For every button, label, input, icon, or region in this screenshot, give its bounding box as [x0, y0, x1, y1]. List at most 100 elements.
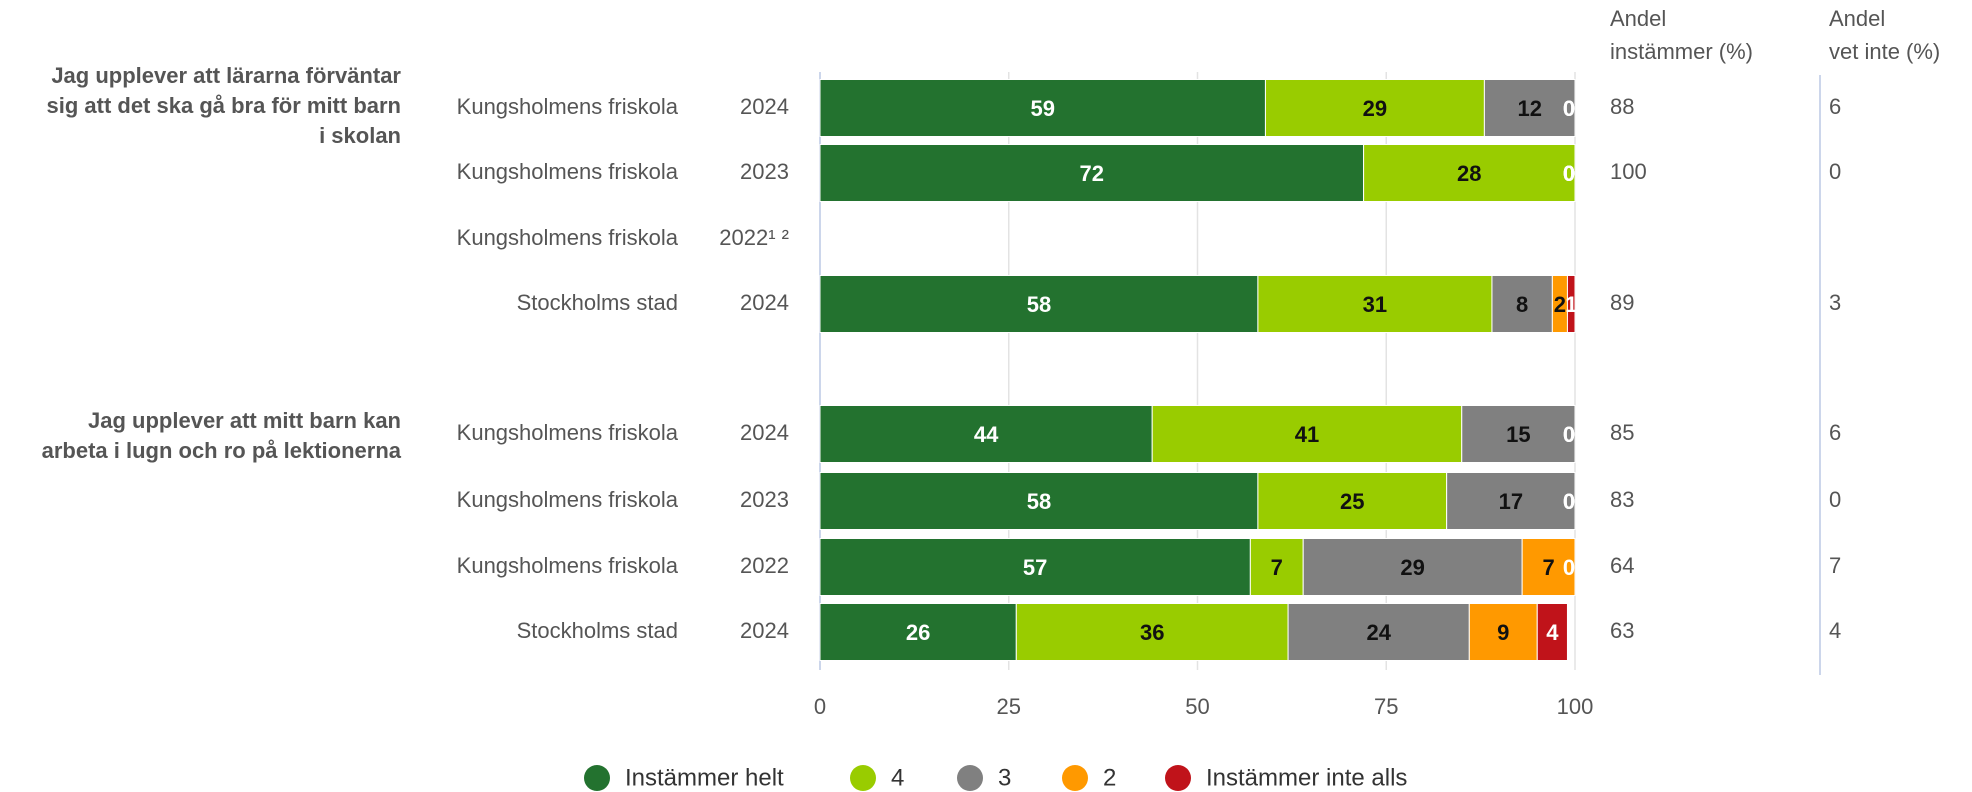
- bar-segment: [1536, 603, 1568, 661]
- legend-label: Instämmer helt: [625, 764, 784, 791]
- bar-segment: [1302, 538, 1523, 596]
- year-label: 2022: [740, 553, 789, 578]
- category-label: Stockholms stad: [517, 290, 678, 315]
- column-value: 100: [1610, 159, 1647, 184]
- bar-segment: [1363, 144, 1576, 202]
- value-label: 58: [1027, 292, 1051, 317]
- value-label: 15: [1506, 422, 1530, 447]
- bar-segment: [1257, 275, 1493, 333]
- legend-marker: [957, 765, 983, 791]
- column-value: 6: [1829, 420, 1841, 445]
- value-label: 2: [1554, 292, 1566, 317]
- column-value: 0: [1829, 487, 1841, 512]
- bar-segment: [1249, 538, 1304, 596]
- value-label: 0: [1563, 422, 1575, 447]
- bar-segment: [819, 538, 1251, 596]
- value-label: 0: [1563, 96, 1575, 121]
- legend-marker: [584, 765, 610, 791]
- value-label: 41: [1295, 422, 1319, 447]
- year-label: 2023: [740, 159, 789, 184]
- category-label: Stockholms stad: [517, 618, 678, 643]
- legend-marker: [1165, 765, 1191, 791]
- bar-segment: [819, 405, 1153, 463]
- value-label: 28: [1457, 161, 1481, 186]
- value-label: 17: [1499, 489, 1523, 514]
- column-value: 89: [1610, 290, 1634, 315]
- x-tick-label: 75: [1374, 694, 1398, 719]
- value-label: 25: [1340, 489, 1364, 514]
- column-header: Andel: [1610, 6, 1666, 31]
- year-label: 2024: [740, 290, 789, 315]
- value-label: 0: [1563, 161, 1575, 186]
- year-label: 2022¹ ²: [719, 225, 789, 250]
- value-label: 29: [1400, 555, 1424, 580]
- legend-label: Instämmer inte alls: [1206, 764, 1407, 791]
- value-label: 1: [1565, 292, 1577, 317]
- bar-segment: [1521, 538, 1576, 596]
- year-label: 2023: [740, 487, 789, 512]
- year-label: 2024: [740, 420, 789, 445]
- question-label: Jag upplever att lärarna förväntar: [51, 63, 401, 88]
- value-label: 29: [1363, 96, 1387, 121]
- x-tick-label: 0: [814, 694, 826, 719]
- value-label: 72: [1080, 161, 1104, 186]
- bar-segment: [819, 603, 1017, 661]
- bar-segment: [1446, 472, 1576, 530]
- value-label: 7: [1542, 555, 1554, 580]
- question-label: i skolan: [319, 123, 401, 148]
- legend-label: 3: [998, 764, 1011, 791]
- value-label: 0: [1563, 489, 1575, 514]
- bar-segment: [819, 79, 1266, 137]
- column-header: vet inte (%): [1829, 39, 1940, 64]
- category-label: Kungsholmens friskola: [457, 159, 679, 184]
- value-label: 7: [1271, 555, 1283, 580]
- value-label: 31: [1363, 292, 1387, 317]
- column-value: 6: [1829, 94, 1841, 119]
- column-header: Andel: [1829, 6, 1885, 31]
- bar-segment: [819, 275, 1259, 333]
- column-value: 3: [1829, 290, 1841, 315]
- question-label: Jag upplever att mitt barn kan: [88, 408, 401, 433]
- bar-segment: [1468, 603, 1538, 661]
- bar-segment: [1287, 603, 1470, 661]
- value-label: 0: [1563, 161, 1575, 186]
- value-label: 0: [1563, 489, 1575, 514]
- value-label: 44: [974, 422, 999, 447]
- column-value: 83: [1610, 487, 1634, 512]
- column-value: 4: [1829, 618, 1841, 643]
- column-value: 85: [1610, 420, 1634, 445]
- column-header: instämmer (%): [1610, 39, 1753, 64]
- value-label: 24: [1366, 620, 1391, 645]
- value-label: 4: [1546, 620, 1559, 645]
- category-label: Kungsholmens friskola: [457, 94, 679, 119]
- bar-segment: [1566, 275, 1576, 333]
- x-tick-label: 100: [1557, 694, 1594, 719]
- value-label: 0: [1563, 96, 1575, 121]
- bar-segment: [1015, 603, 1289, 661]
- value-label: 0: [1563, 422, 1575, 447]
- column-value: 0: [1829, 159, 1841, 184]
- value-label: 57: [1023, 555, 1047, 580]
- bar-segment: [1483, 79, 1576, 137]
- legend-marker: [850, 765, 876, 791]
- value-label: 0: [1563, 161, 1575, 186]
- bar-segment: [1461, 405, 1576, 463]
- value-label: 58: [1027, 489, 1051, 514]
- legend-label: 2: [1103, 764, 1116, 791]
- value-label: 59: [1030, 96, 1054, 121]
- column-value: 63: [1610, 618, 1634, 643]
- x-tick-label: 50: [1185, 694, 1209, 719]
- value-label: 12: [1517, 96, 1541, 121]
- legend-marker: [1062, 765, 1088, 791]
- year-label: 2024: [740, 94, 789, 119]
- column-value: 88: [1610, 94, 1634, 119]
- value-label: 9: [1497, 620, 1509, 645]
- column-value: 64: [1610, 553, 1634, 578]
- value-label: 26: [906, 620, 930, 645]
- category-label: Kungsholmens friskola: [457, 225, 679, 250]
- question-label: arbeta i lugn och ro på lektionerna: [42, 438, 402, 463]
- value-label: 8: [1516, 292, 1528, 317]
- category-label: Kungsholmens friskola: [457, 553, 679, 578]
- value-label: 0: [1563, 555, 1575, 580]
